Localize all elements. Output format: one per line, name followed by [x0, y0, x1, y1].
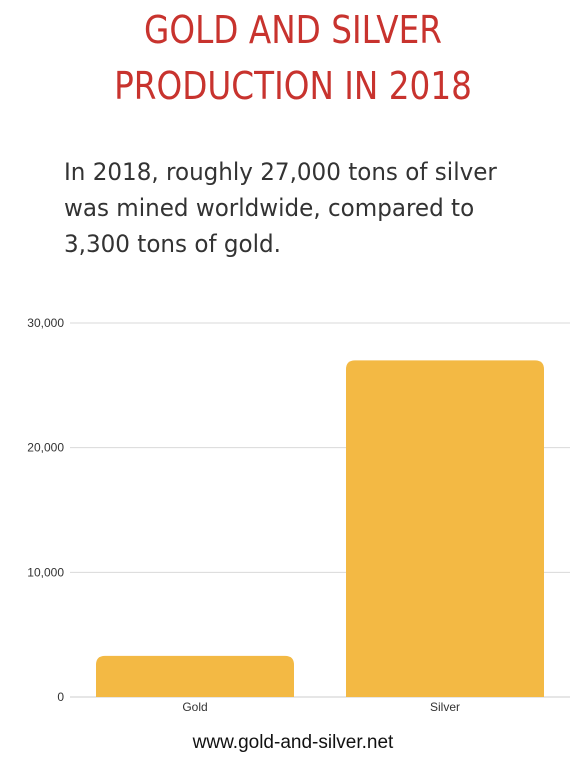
- y-tick-label: 10,000: [27, 565, 64, 579]
- x-tick-label: Silver: [430, 700, 460, 714]
- bar-silver: [346, 360, 544, 697]
- x-tick-label: Gold: [182, 700, 207, 714]
- page-title-line-2: PRODUCTION IN 2018: [114, 64, 472, 108]
- source-url: www.gold-and-silver.net: [192, 732, 394, 753]
- y-tick-label: 30,000: [27, 316, 64, 330]
- description-line-3: 3,300 tons of gold.: [64, 230, 281, 258]
- page-title-line-1: GOLD AND SILVER: [144, 8, 442, 52]
- page-title: GOLD AND SILVER PRODUCTION IN 2018: [41, 2, 545, 114]
- description-line-1: In 2018, roughly 27,000 tons of silver: [64, 158, 497, 186]
- y-tick-label: 20,000: [27, 441, 64, 455]
- bar-chart: 0 10,000 20,000 30,000 Gold Silver: [27, 316, 570, 714]
- description-line-2: was mined worldwide, compared to: [64, 194, 475, 222]
- bar-gold: [96, 655, 294, 697]
- y-tick-label: 0: [57, 690, 64, 704]
- chart-description: In 2018, roughly 27,000 tons of silver w…: [64, 154, 554, 262]
